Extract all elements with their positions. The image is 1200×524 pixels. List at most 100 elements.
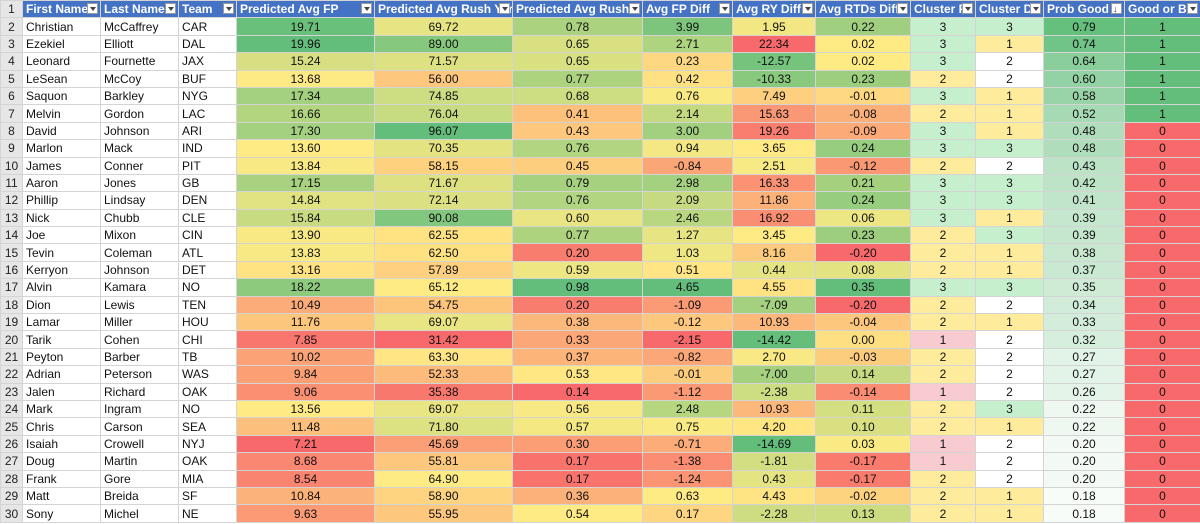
cell-first-name[interactable]: Joe — [22, 226, 101, 245]
cell-good-or-ba[interactable]: 1 — [1124, 17, 1200, 36]
cell-cluster-pr[interactable]: 3 — [910, 208, 976, 228]
cell-avg-ry-diff[interactable]: 0.43 — [732, 469, 816, 488]
cell-good-or-ba[interactable]: 0 — [1124, 208, 1200, 228]
cell-team[interactable]: SF — [178, 486, 237, 506]
cell-avg-fp-diff[interactable]: 0.76 — [642, 86, 733, 106]
cell-cluster-d[interactable]: 1 — [975, 121, 1044, 141]
row-number[interactable]: 27 — [0, 452, 23, 471]
cell-avg-ry-diff[interactable]: 10.93 — [732, 399, 816, 419]
cell-first-name[interactable]: Marlon — [22, 139, 101, 158]
cell-predicted-avg-rush-t[interactable]: 0.20 — [512, 295, 643, 315]
cell-prob-good[interactable]: 0.20 — [1043, 434, 1125, 454]
cell-prob-good[interactable]: 0.35 — [1043, 278, 1125, 297]
cell-good-or-ba[interactable]: 1 — [1124, 104, 1200, 123]
cell-predicted-avg-rush-t[interactable]: 0.53 — [512, 365, 643, 384]
cell-cluster-d[interactable]: 1 — [975, 486, 1044, 506]
cell-predicted-avg-rush-t[interactable]: 0.33 — [512, 330, 643, 349]
cell-last-name[interactable]: Mixon — [100, 226, 179, 245]
cell-avg-fp-diff[interactable]: -0.84 — [642, 156, 733, 175]
cell-cluster-pr[interactable]: 2 — [910, 417, 976, 436]
cell-prob-good[interactable]: 0.48 — [1043, 139, 1125, 158]
cell-cluster-pr[interactable]: 1 — [910, 452, 976, 471]
cell-avg-fp-diff[interactable]: 0.63 — [642, 486, 733, 506]
cell-predicted-avg-rush-yards[interactable]: 72.14 — [374, 191, 513, 210]
cell-prob-good[interactable]: 0.33 — [1043, 313, 1125, 332]
cell-predicted-avg-rush-yards[interactable]: 58.15 — [374, 156, 513, 175]
row-number[interactable]: 14 — [0, 226, 23, 245]
cell-predicted-avg-rush-t[interactable]: 0.17 — [512, 469, 643, 488]
filter-dropdown-icon[interactable] — [87, 3, 98, 14]
cell-avg-ry-diff[interactable]: 2.70 — [732, 347, 816, 367]
filter-dropdown-icon[interactable] — [897, 3, 908, 14]
cell-team[interactable]: DEN — [178, 191, 237, 210]
cell-prob-good[interactable]: 0.60 — [1043, 69, 1125, 88]
cell-predicted-avg-fp[interactable]: 8.54 — [236, 469, 375, 488]
cell-avg-fp-diff[interactable]: 3.99 — [642, 17, 733, 36]
cell-cluster-d[interactable]: 2 — [975, 382, 1044, 401]
row-number[interactable]: 5 — [0, 69, 23, 88]
cell-avg-rtds-diff[interactable]: 0.11 — [815, 399, 911, 419]
cell-good-or-ba[interactable]: 0 — [1124, 260, 1200, 280]
cell-first-name[interactable]: Aaron — [22, 173, 101, 193]
cell-cluster-pr[interactable]: 2 — [910, 104, 976, 123]
cell-avg-fp-diff[interactable]: -1.12 — [642, 382, 733, 401]
cell-avg-fp-diff[interactable]: -0.12 — [642, 313, 733, 332]
cell-avg-rtds-diff[interactable]: 0.23 — [815, 69, 911, 88]
row-number[interactable]: 26 — [0, 434, 23, 454]
cell-last-name[interactable]: Mack — [100, 139, 179, 158]
cell-last-name[interactable]: Elliott — [100, 34, 179, 54]
cell-team[interactable]: GB — [178, 173, 237, 193]
cell-last-name[interactable]: Martin — [100, 452, 179, 471]
cell-avg-fp-diff[interactable]: -1.24 — [642, 469, 733, 488]
cell-last-name[interactable]: Ingram — [100, 399, 179, 419]
cell-predicted-avg-rush-t[interactable]: 0.17 — [512, 452, 643, 471]
cell-last-name[interactable]: Peterson — [100, 365, 179, 384]
column-header-avg-ry-diff[interactable]: Avg RY Diff — [732, 0, 816, 19]
cell-predicted-avg-rush-yards[interactable]: 31.42 — [374, 330, 513, 349]
cell-avg-rtds-diff[interactable]: 0.02 — [815, 52, 911, 71]
cell-avg-ry-diff[interactable]: -14.42 — [732, 330, 816, 349]
cell-prob-good[interactable]: 0.32 — [1043, 330, 1125, 349]
cell-cluster-d[interactable]: 1 — [975, 208, 1044, 228]
cell-team[interactable]: NO — [178, 399, 237, 419]
cell-first-name[interactable]: Isaiah — [22, 434, 101, 454]
cell-good-or-ba[interactable]: 0 — [1124, 295, 1200, 315]
cell-avg-ry-diff[interactable]: -10.33 — [732, 69, 816, 88]
cell-cluster-d[interactable]: 2 — [975, 52, 1044, 71]
cell-predicted-avg-rush-yards[interactable]: 62.55 — [374, 226, 513, 245]
cell-prob-good[interactable]: 0.20 — [1043, 452, 1125, 471]
cell-avg-rtds-diff[interactable]: -0.04 — [815, 313, 911, 332]
cell-good-or-ba[interactable]: 0 — [1124, 139, 1200, 158]
cell-prob-good[interactable]: 0.58 — [1043, 86, 1125, 106]
cell-first-name[interactable]: Dion — [22, 295, 101, 315]
cell-first-name[interactable]: James — [22, 156, 101, 175]
row-number[interactable]: 3 — [0, 34, 23, 54]
cell-team[interactable]: CAR — [178, 17, 237, 36]
cell-avg-ry-diff[interactable]: 1.95 — [732, 17, 816, 36]
cell-avg-ry-diff[interactable]: 15.63 — [732, 104, 816, 123]
cell-cluster-pr[interactable]: 3 — [910, 86, 976, 106]
cell-good-or-ba[interactable]: 0 — [1124, 313, 1200, 332]
cell-predicted-avg-rush-yards[interactable]: 70.35 — [374, 139, 513, 158]
cell-avg-rtds-diff[interactable]: -0.12 — [815, 156, 911, 175]
cell-prob-good[interactable]: 0.37 — [1043, 260, 1125, 280]
cell-first-name[interactable]: Mark — [22, 399, 101, 419]
cell-first-name[interactable]: David — [22, 121, 101, 141]
cell-prob-good[interactable]: 0.39 — [1043, 208, 1125, 228]
cell-predicted-avg-rush-t[interactable]: 0.76 — [512, 191, 643, 210]
cell-avg-rtds-diff[interactable]: 0.02 — [815, 34, 911, 54]
column-header-predicted-avg-fp[interactable]: Predicted Avg FP — [236, 0, 375, 19]
cell-cluster-d[interactable]: 2 — [975, 469, 1044, 488]
cell-good-or-ba[interactable]: 0 — [1124, 417, 1200, 436]
row-number[interactable]: 19 — [0, 313, 23, 332]
row-number[interactable]: 9 — [0, 139, 23, 158]
cell-predicted-avg-rush-yards[interactable]: 96.07 — [374, 121, 513, 141]
cell-avg-fp-diff[interactable]: 0.75 — [642, 417, 733, 436]
cell-cluster-pr[interactable]: 1 — [910, 382, 976, 401]
cell-first-name[interactable]: Jalen — [22, 382, 101, 401]
row-number[interactable]: 21 — [0, 347, 23, 367]
cell-last-name[interactable]: Coleman — [100, 243, 179, 262]
cell-team[interactable]: OAK — [178, 382, 237, 401]
cell-cluster-pr[interactable]: 2 — [910, 504, 976, 523]
cell-cluster-pr[interactable]: 2 — [910, 365, 976, 384]
